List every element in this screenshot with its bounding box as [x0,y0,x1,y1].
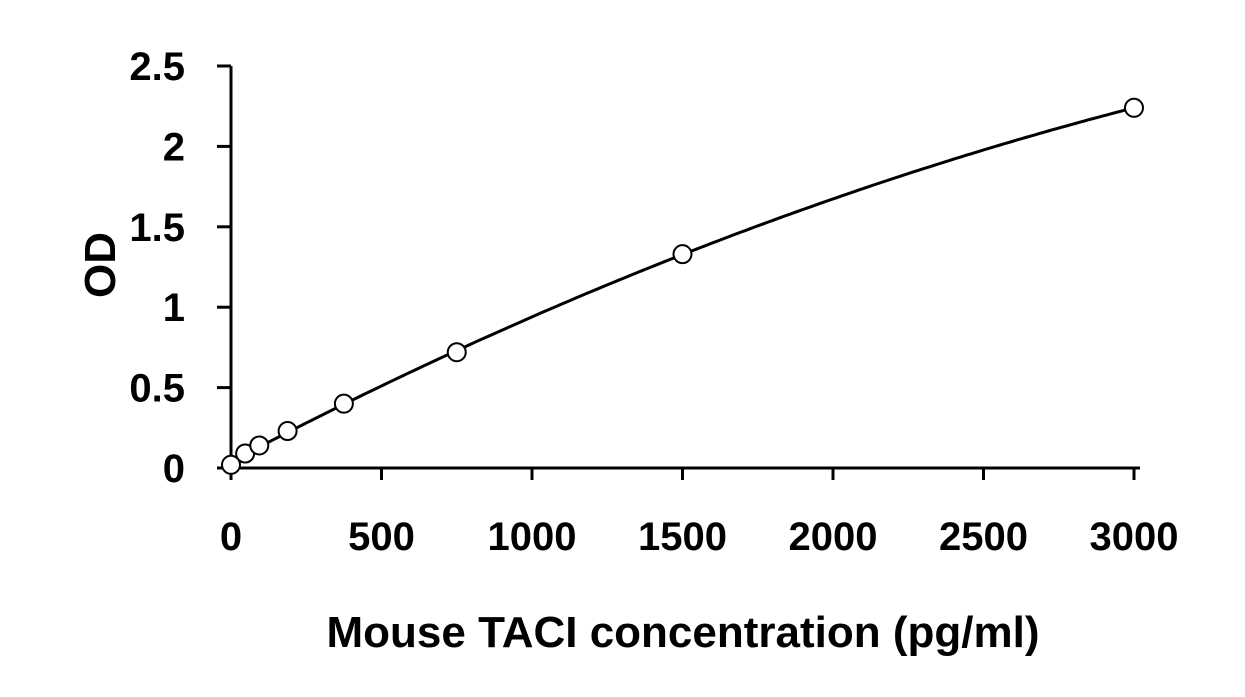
y-tick-label: 2 [163,125,185,169]
x-tick-label: 1500 [638,515,727,559]
y-tick-label: 0.5 [129,367,185,411]
x-tick-label: 0 [220,515,242,559]
x-tick-label: 3000 [1090,515,1179,559]
data-point [249,435,270,456]
data-point [1124,97,1144,118]
data-point [333,393,354,414]
data-point [446,342,467,363]
axes [217,66,1140,470]
y-axis-title: OD [76,232,125,298]
data-point [221,454,241,475]
x-tick-label: 2000 [789,515,878,559]
trend-line [230,106,1135,464]
x-axis-title: Mouse TACI concentration (pg/ml) [327,608,1040,657]
data-point [277,421,298,442]
x-tick-label: 500 [348,515,415,559]
y-tick-label: 2.5 [129,45,185,89]
x-tick-label: 1000 [488,515,577,559]
x-axis-ticks: 0 500 1000 1500 2000 2500 3000 [220,468,1179,559]
y-tick-label: 1.5 [129,206,185,250]
data-points [221,97,1144,475]
y-tick-label: 0 [163,447,185,491]
x-tick-label: 2500 [939,515,1028,559]
y-axis-ticks: 0 0.5 1 1.5 2 2.5 [129,45,231,491]
y-tick-label: 1 [163,286,185,330]
data-point [672,244,693,265]
